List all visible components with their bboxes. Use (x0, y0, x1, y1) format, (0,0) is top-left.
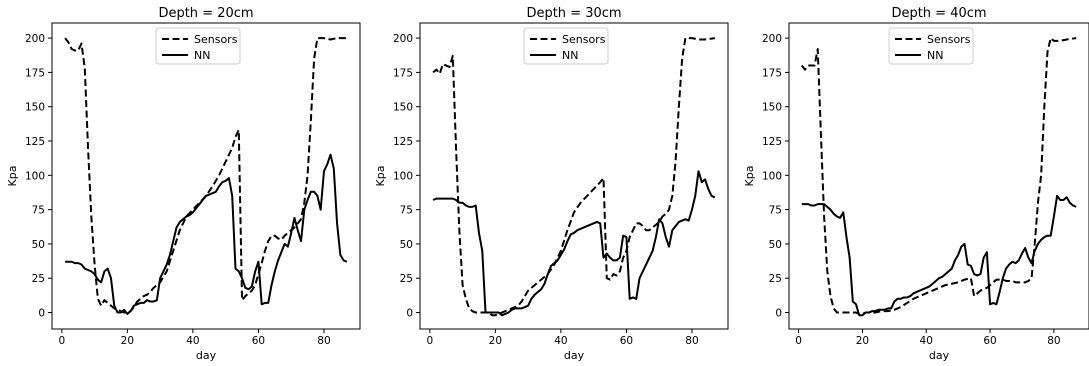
y-tick-label: 200 (762, 33, 782, 45)
y-tick-label: 0 (406, 308, 413, 320)
y-tick-label: 125 (762, 136, 782, 148)
y-axis-label: Kpa (374, 166, 387, 187)
y-tick-label: 125 (25, 136, 45, 148)
y-tick-label: 125 (393, 136, 413, 148)
y-tick-label: 25 (32, 273, 45, 285)
y-tick-label: 100 (393, 170, 413, 182)
y-tick-label: 25 (400, 273, 413, 285)
x-tick-label: 60 (252, 335, 265, 347)
y-tick-label: 25 (769, 273, 782, 285)
y-tick-label: 200 (393, 33, 413, 45)
series-line-sensors (800, 37, 1077, 315)
y-tick-label: 175 (762, 67, 782, 79)
chart-title: Depth = 20cm (158, 6, 253, 21)
x-tick-label: 40 (186, 335, 199, 347)
y-tick-label: 150 (393, 102, 413, 114)
legend-label-sensors: Sensors (194, 33, 238, 46)
x-tick-label: 0 (426, 335, 433, 347)
x-tick-label: 60 (620, 335, 633, 347)
y-tick-label: 100 (762, 170, 782, 182)
x-tick-label: 40 (554, 335, 567, 347)
x-tick-label: 80 (1047, 335, 1060, 347)
series-line-nn (801, 194, 1077, 317)
legend: Sensors NN (523, 27, 609, 65)
y-tick-label: 100 (25, 170, 45, 182)
legend-label-nn: NN (927, 49, 943, 62)
x-axis-label: day (564, 349, 585, 362)
x-tick-label: 60 (983, 335, 996, 347)
x-axis-label: day (196, 349, 217, 362)
x-tick-label: 0 (795, 335, 802, 347)
y-tick-label: 175 (25, 67, 45, 79)
plot-frame (419, 22, 729, 330)
chart-title: Depth = 30cm (526, 6, 621, 21)
y-tick-label: 150 (762, 102, 782, 114)
series-line-nn (65, 153, 348, 315)
y-tick-label: 150 (25, 102, 45, 114)
legend-label-sensors: Sensors (562, 33, 606, 46)
y-tick-label: 0 (38, 308, 45, 320)
x-tick-label: 80 (317, 335, 330, 347)
legend: Sensors NN (888, 27, 974, 65)
x-tick-label: 20 (121, 335, 134, 347)
y-tick-label: 50 (769, 239, 782, 251)
legend-label-nn: NN (562, 49, 578, 62)
x-tick-label: 0 (58, 335, 65, 347)
plot-frame (788, 22, 1089, 330)
y-axis-label: Kpa (6, 166, 19, 187)
y-tick-label: 50 (400, 239, 413, 251)
legend-label-nn: NN (194, 49, 210, 62)
x-tick-label: 20 (489, 335, 502, 347)
y-tick-label: 50 (32, 239, 45, 251)
y-tick-label: 0 (775, 308, 782, 320)
legend-label-sensors: Sensors (927, 33, 971, 46)
x-tick-label: 80 (685, 335, 698, 347)
plot-frame (51, 22, 361, 330)
x-tick-label: 20 (856, 335, 869, 347)
x-tick-label: 40 (920, 335, 933, 347)
series-line-sensors (432, 37, 716, 317)
series-line-nn (432, 170, 716, 317)
legend: Sensors NN (155, 27, 241, 65)
chart-panel-3: Depth = 40cm 0 20 40 60 80 0 25 50 75 100 125 150 175… (743, 6, 1089, 362)
y-tick-label: 175 (393, 67, 413, 79)
chart-title: Depth = 40cm (891, 6, 986, 21)
series-line-sensors (64, 37, 347, 314)
y-axis-label: Kpa (743, 166, 756, 187)
y-tick-label: 75 (400, 205, 413, 217)
chart-panel-1: Depth = 20cm 0 20 40 60 80 0 25 50 75 100 125 150 175… (6, 6, 361, 362)
chart-panel-2: Depth = 30cm 0 20 40 60 80 0 25 50 75 100 125 150 175… (374, 6, 729, 362)
y-tick-label: 200 (25, 33, 45, 45)
y-tick-label: 75 (769, 205, 782, 217)
y-tick-label: 75 (32, 205, 45, 217)
x-axis-label: day (929, 349, 950, 362)
